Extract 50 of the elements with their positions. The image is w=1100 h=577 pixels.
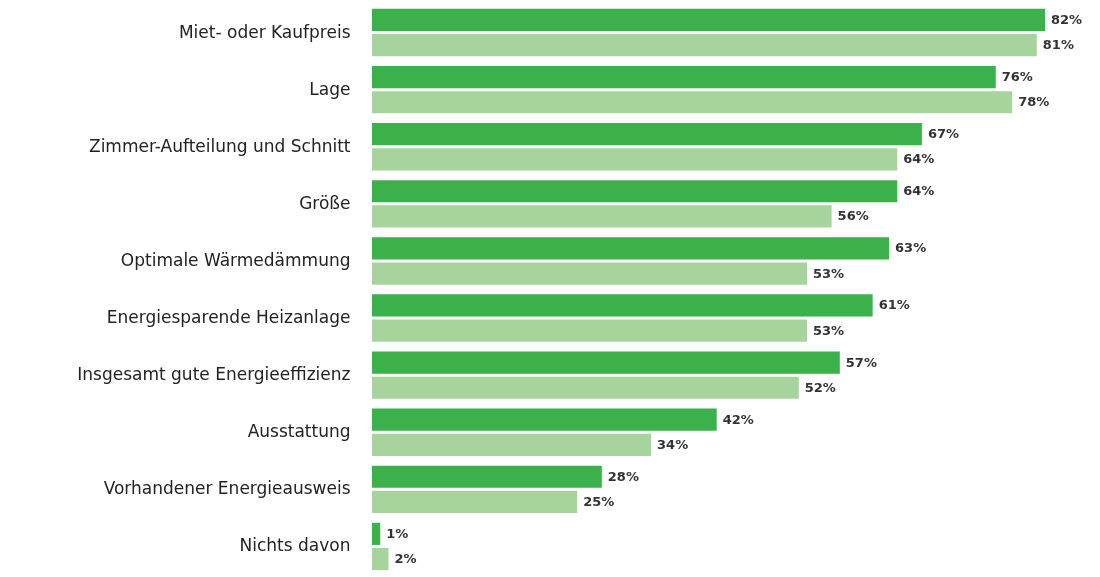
bar (372, 65, 996, 89)
y-tick-label: Vorhandener Energieausweis (103, 478, 351, 499)
data-label: 63% (895, 240, 927, 256)
data-label: 42% (722, 411, 754, 427)
bar (372, 433, 652, 456)
bar (372, 408, 717, 431)
data-label: 81% (1042, 37, 1074, 53)
y-tick-label: Energiesparende Heizanlage (106, 307, 351, 328)
bar (372, 180, 898, 203)
y-tick-label: Größe (299, 192, 351, 213)
data-label: 67% (927, 126, 960, 142)
data-label: 52% (804, 379, 836, 395)
data-label: 53% (812, 322, 845, 338)
data-label: 76% (1001, 69, 1033, 85)
data-label: 57% (845, 354, 877, 370)
bar (372, 123, 922, 146)
data-label: 78% (1018, 94, 1050, 110)
bar (372, 465, 602, 488)
bar (372, 522, 381, 545)
data-label: 2% (394, 551, 417, 567)
data-label: 61% (878, 297, 910, 313)
bar (372, 490, 578, 514)
data-label: 28% (607, 468, 639, 484)
y-tick-label: Nichts davon (239, 535, 351, 556)
data-label: 56% (837, 208, 869, 224)
y-tick-label: Miet- oder Kaufpreis (178, 21, 351, 42)
data-label: 34% (657, 436, 689, 452)
y-tick-label: Insgesamt gute Energieeffizienz (77, 364, 351, 385)
bar (372, 547, 389, 571)
data-label: 64% (903, 183, 935, 199)
bar (372, 319, 807, 342)
bar (372, 237, 890, 260)
data-label: 25% (583, 493, 615, 509)
bar (372, 262, 807, 285)
bar (372, 376, 799, 399)
y-tick-label: Zimmer-Aufteilung und Schnitt (89, 135, 351, 156)
data-label: 1% (386, 525, 409, 541)
bar (372, 205, 832, 228)
y-tick-label: Lage (309, 78, 351, 99)
data-label: 82% (1051, 11, 1083, 27)
bar (372, 8, 1045, 32)
y-tick-label: Ausstattung (247, 421, 351, 442)
data-label: 53% (812, 265, 845, 281)
y-tick-label: Optimale Wärmedämmung (120, 249, 351, 270)
bar (372, 294, 873, 317)
bar (372, 91, 1013, 114)
bar (372, 351, 840, 374)
bar (372, 148, 898, 171)
data-label: 64% (903, 151, 935, 167)
bar (372, 34, 1037, 57)
